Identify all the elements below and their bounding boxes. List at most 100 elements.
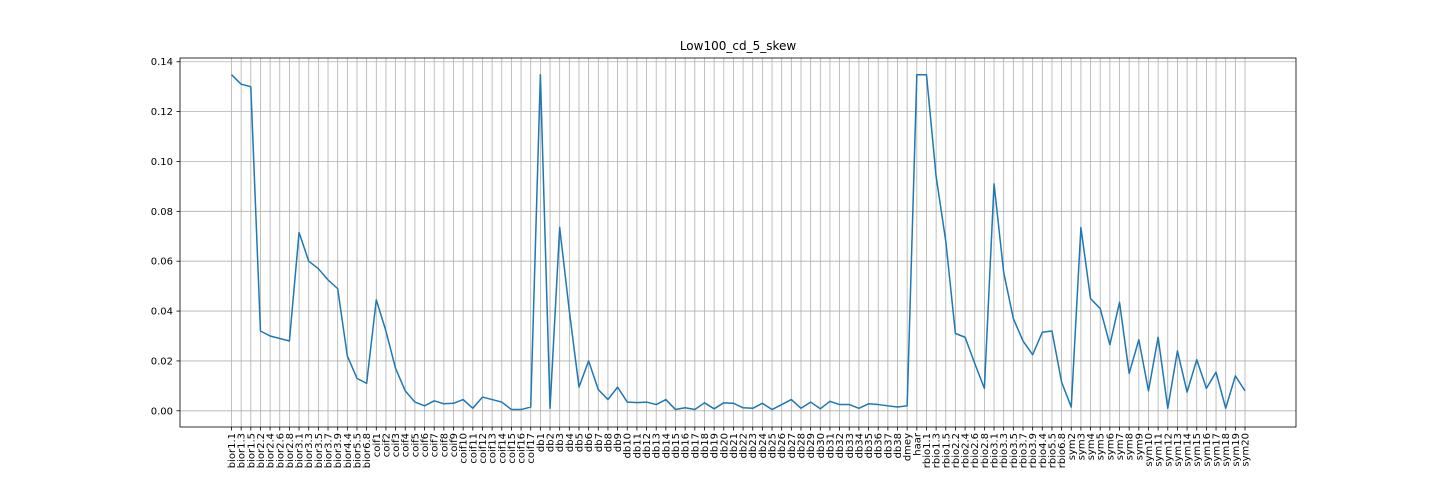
x-tick-label: coif5 [410, 433, 421, 457]
x-tick-label: rbio1.5 [941, 433, 952, 468]
x-tick-label: sym16 [1202, 433, 1213, 467]
x-tick-label: coif2 [381, 433, 392, 457]
x-tick-label: db23 [748, 433, 759, 458]
x-tick-label: db5 [574, 433, 585, 452]
x-tick-label: coif15 [507, 433, 518, 464]
x-tick-label: rbio5.5 [1047, 433, 1058, 468]
x-tick-label: coif14 [497, 433, 508, 464]
x-tick-label: coif12 [478, 433, 489, 464]
y-tick-label: 0.10 [151, 157, 173, 168]
x-tick-label: bior3.7 [324, 433, 335, 468]
x-tick-label: sym7 [1115, 433, 1126, 460]
x-tick-label: bior3.5 [314, 433, 325, 468]
y-tick-label: 0.02 [151, 356, 173, 367]
x-tick-label: coif10 [459, 433, 470, 464]
x-tick-label: db2 [546, 433, 557, 452]
plot-area-frame [179, 57, 1297, 428]
x-tick-label: db16 [681, 433, 692, 458]
x-tick-label: db4 [565, 433, 576, 452]
y-tick-label: 0.00 [151, 406, 173, 417]
x-tick-label: coif7 [430, 433, 441, 457]
x-tick-label: coif13 [488, 433, 499, 464]
x-tick-label: db33 [845, 433, 856, 458]
y-tick-label: 0.08 [151, 207, 173, 218]
x-tick-label: rbio1.3 [932, 433, 943, 468]
x-tick-label: sym18 [1221, 433, 1232, 467]
x-tick-label: bior1.5 [246, 433, 257, 468]
x-tick-label: sym13 [1173, 433, 1184, 467]
x-tick-label: sym12 [1163, 433, 1174, 467]
x-tick-label: db29 [806, 433, 817, 458]
series-line [230, 73, 1246, 411]
x-tick-label: sym6 [1105, 433, 1116, 460]
x-tick-label: sym10 [1144, 433, 1155, 467]
x-tick-label: bior1.3 [237, 433, 248, 468]
x-tick-label: sym4 [1086, 433, 1097, 460]
x-tick-label: bior2.6 [275, 433, 286, 468]
x-tick-label: rbio3.7 [1018, 433, 1029, 468]
x-tick-label: bior2.8 [285, 433, 296, 468]
y-tick-label: 0.06 [151, 257, 173, 268]
x-tick-label: coif16 [517, 433, 528, 464]
x-tick-label: rbio2.2 [951, 433, 962, 468]
x-tick-label: db12 [642, 433, 653, 458]
x-tick-label: db31 [825, 433, 836, 458]
y-tick-label: 0.04 [151, 307, 173, 318]
x-tick-label: rbio2.6 [970, 433, 981, 468]
x-tick-label: db14 [661, 433, 672, 458]
x-tick-label: coif8 [439, 433, 450, 457]
x-tick-label: bior6.8 [362, 433, 373, 468]
x-tick-label: db11 [632, 433, 643, 458]
x-tick-label: coif11 [468, 433, 479, 464]
x-tick-label: db10 [623, 433, 634, 458]
x-tick-label: db27 [787, 433, 798, 458]
x-tick-label: db35 [864, 433, 875, 458]
x-tick-label: sym11 [1154, 433, 1165, 467]
x-tick-label: rbio3.1 [990, 433, 1001, 468]
x-tick-label: rbio3.9 [1028, 433, 1039, 468]
x-tick-label: haar [912, 432, 923, 456]
x-tick-label: sym9 [1134, 433, 1145, 460]
x-tick-label: rbio3.5 [1009, 433, 1020, 468]
x-axis: bior1.1bior1.3bior1.5bior2.2bior2.4bior2… [227, 427, 1252, 468]
x-tick-label: bior3.9 [333, 433, 344, 468]
x-tick-label: db34 [854, 433, 865, 458]
x-tick-label: db22 [739, 433, 750, 458]
x-tick-label: rbio2.8 [980, 433, 991, 468]
x-tick-label: bior2.4 [266, 433, 277, 468]
x-tick-label: rbio3.3 [999, 433, 1010, 468]
x-tick-label: coif9 [449, 433, 460, 457]
x-tick-label: coif4 [401, 433, 412, 457]
y-tick-label: 0.14 [151, 57, 173, 68]
y-axis: 0.00 0.02 0.04 0.06 0.08 0.10 0.12 0.14 [151, 57, 180, 417]
x-tick-label: rbio6.8 [1057, 433, 1068, 468]
x-tick-label: sym15 [1192, 433, 1203, 467]
x-tick-label: db7 [594, 433, 605, 452]
y-gridlines [180, 61, 1296, 412]
x-tick-label: db9 [613, 433, 624, 452]
x-tick-label: db28 [796, 433, 807, 458]
x-tick-label: bior1.1 [227, 433, 238, 468]
x-tick-label: sym14 [1183, 433, 1194, 467]
x-tick-label: db19 [710, 433, 721, 458]
x-tick-label: sym3 [1076, 433, 1087, 460]
x-tick-label: db8 [603, 433, 614, 452]
y-tick-label: 0.12 [151, 107, 173, 118]
x-tick-label: db1 [536, 433, 547, 452]
x-tick-label: bior4.4 [343, 433, 354, 468]
chart-title: Low100_cd_5_skew [680, 39, 797, 53]
x-gridlines [231, 58, 1246, 427]
x-tick-label: rbio4.4 [1038, 433, 1049, 468]
x-tick-label: db25 [768, 433, 779, 458]
x-tick-label: db13 [652, 433, 663, 458]
x-tick-label: rbio1.1 [922, 433, 933, 468]
x-tick-label: db24 [758, 433, 769, 458]
x-tick-label: bior3.1 [295, 433, 306, 468]
x-tick-label: db38 [893, 433, 904, 458]
x-tick-label: db18 [700, 433, 711, 458]
x-tick-label: db3 [555, 433, 566, 452]
x-tick-label: db15 [671, 433, 682, 458]
x-tick-label: sym19 [1231, 433, 1242, 467]
x-tick-label: db21 [729, 433, 740, 458]
